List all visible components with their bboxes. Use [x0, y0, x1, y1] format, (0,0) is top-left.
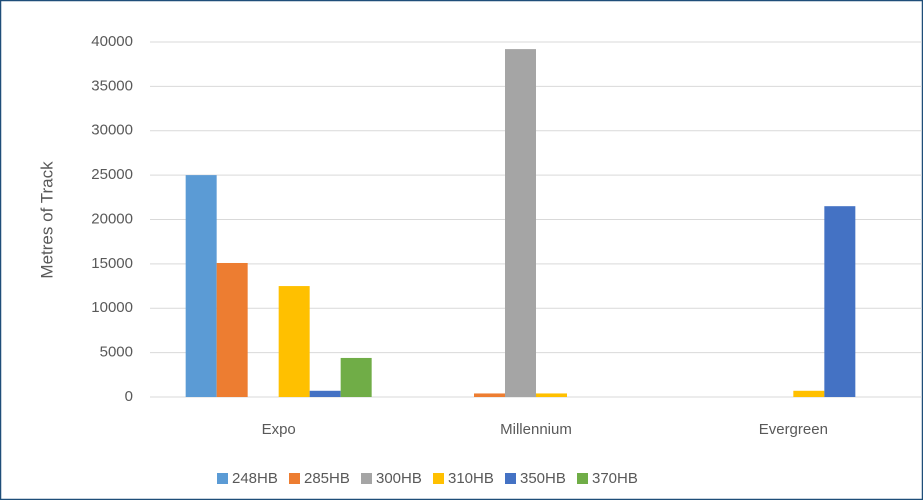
x-tick-label: Expo: [262, 421, 296, 438]
legend-label: 310HB: [448, 470, 494, 487]
legend-swatch: [289, 473, 300, 484]
bar: [505, 49, 536, 397]
x-tick-label: Millennium: [500, 421, 572, 438]
y-tick-label: 15000: [91, 255, 133, 272]
bar: [309, 390, 341, 397]
y-axis-label: Metres of Track: [37, 161, 56, 279]
legend-swatch: [505, 473, 516, 484]
y-tick-label: 20000: [91, 210, 133, 227]
bar: [824, 206, 856, 397]
y-tick-label: 10000: [91, 299, 133, 316]
bar: [185, 175, 217, 397]
y-tick-label: 30000: [91, 122, 133, 139]
y-tick-label: 5000: [100, 344, 133, 361]
legend-label: 285HB: [304, 470, 350, 487]
legend-swatch: [433, 473, 444, 484]
y-tick-label: 0: [125, 388, 133, 405]
bar: [474, 393, 505, 397]
bar: [278, 286, 310, 397]
bar: [793, 390, 825, 397]
legend-label: 300HB: [376, 470, 422, 487]
bar: [340, 357, 372, 397]
x-tick-label: Evergreen: [759, 421, 828, 438]
legend-swatch: [361, 473, 372, 484]
bar: [536, 393, 567, 397]
legend-swatch: [217, 473, 228, 484]
legend-swatch: [577, 473, 588, 484]
bar: [216, 262, 248, 397]
legend-label: 350HB: [520, 470, 566, 487]
legend-label: 248HB: [232, 470, 278, 487]
y-tick-label: 40000: [91, 33, 133, 50]
y-tick-label: 25000: [91, 166, 133, 183]
legend-label: 370HB: [592, 470, 638, 487]
y-tick-label: 35000: [91, 77, 133, 94]
